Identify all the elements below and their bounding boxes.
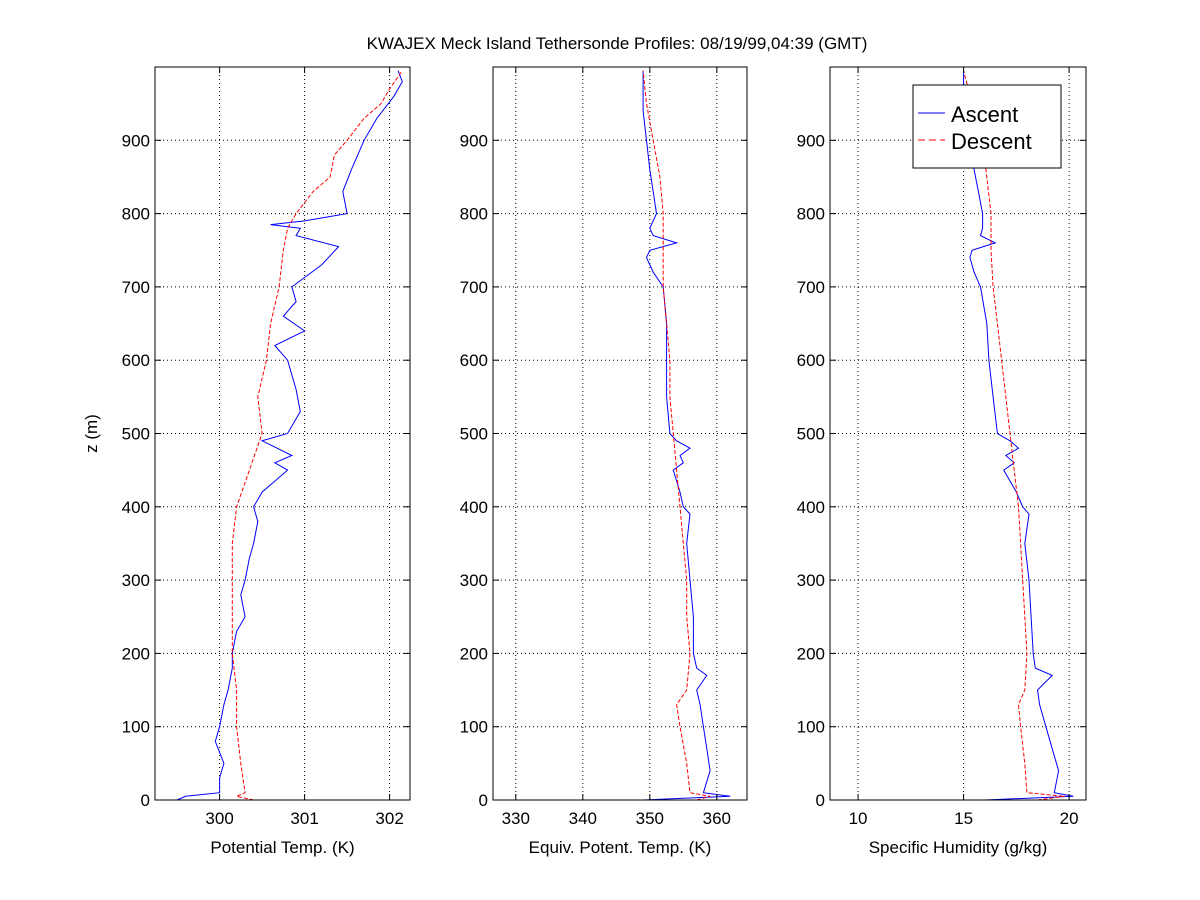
x-tick-label: 360 xyxy=(703,809,731,828)
y-tick-label: 600 xyxy=(460,351,488,370)
panel-equiv-potential-temp: 330 340 350 360 0 100 200 300 400 500 600 700 800 900… xyxy=(460,66,748,857)
x-tick-label: 302 xyxy=(375,809,403,828)
y-tick-label: 700 xyxy=(122,278,150,297)
x-axis-label: Equiv. Potent. Temp. (K) xyxy=(529,838,712,857)
legend-label-descent: Descent xyxy=(951,129,1032,154)
y-tick-label: 400 xyxy=(797,498,825,517)
legend-box xyxy=(912,84,1062,169)
y-tick-label: 500 xyxy=(460,425,488,444)
panel-potential-temp: 300 301 302 0 100 200 300 400 500 600 700 800 900 Pot… xyxy=(82,66,411,857)
y-tick-label: 400 xyxy=(122,498,150,517)
x-axis-label: Potential Temp. (K) xyxy=(210,838,354,857)
y-tick-label: 200 xyxy=(122,644,150,663)
series-descent-line xyxy=(963,70,1065,801)
series-ascent-line xyxy=(642,70,731,801)
y-tick-label: 800 xyxy=(460,205,488,224)
y-tick-label: 200 xyxy=(797,644,825,663)
series-descent-line xyxy=(642,70,711,801)
y-tick-label: 900 xyxy=(122,131,150,150)
series-ascent-line xyxy=(963,70,1074,801)
y-tick-label: 100 xyxy=(797,718,825,737)
y-tick-label: 300 xyxy=(797,571,825,590)
y-tick-label: 500 xyxy=(797,425,825,444)
series-ascent-line xyxy=(176,70,403,801)
y-tick-label: 700 xyxy=(460,278,488,297)
legend-label-ascent: Ascent xyxy=(951,102,1018,127)
series-descent-line xyxy=(231,70,403,801)
x-tick-label: 330 xyxy=(502,809,530,828)
x-tick-label: 350 xyxy=(636,809,664,828)
x-axis-label: Specific Humidity (g/kg) xyxy=(869,838,1048,857)
y-tick-label: 0 xyxy=(479,791,488,810)
y-tick-label: 0 xyxy=(816,791,825,810)
x-tick-label: 340 xyxy=(569,809,597,828)
x-tick-label: 10 xyxy=(849,809,868,828)
figure-title: KWAJEX Meck Island Tethersonde Profiles:… xyxy=(367,34,868,53)
y-tick-label: 600 xyxy=(797,351,825,370)
x-tick-label: 300 xyxy=(205,809,233,828)
y-tick-label: 500 xyxy=(122,425,150,444)
x-tick-label: 301 xyxy=(290,809,318,828)
y-tick-label: 100 xyxy=(460,718,488,737)
x-tick-label: 20 xyxy=(1060,809,1079,828)
y-tick-label: 800 xyxy=(122,205,150,224)
y-tick-label: 300 xyxy=(460,571,488,590)
x-tick-label: 15 xyxy=(954,809,973,828)
plot-area xyxy=(493,67,747,800)
y-tick-label: 900 xyxy=(797,131,825,150)
y-tick-label: 800 xyxy=(797,205,825,224)
y-tick-label: 100 xyxy=(122,718,150,737)
y-tick-label: 300 xyxy=(122,571,150,590)
y-tick-label: 900 xyxy=(460,131,488,150)
y-tick-label: 700 xyxy=(797,278,825,297)
y-tick-label: 400 xyxy=(460,498,488,517)
y-tick-label: 0 xyxy=(141,791,150,810)
y-axis-label: z (m) xyxy=(82,414,101,453)
y-tick-label: 600 xyxy=(122,351,150,370)
y-tick-label: 200 xyxy=(460,644,488,663)
panel-specific-humidity: 10 15 200100200300400500600700800900Specif… xyxy=(797,66,1087,857)
